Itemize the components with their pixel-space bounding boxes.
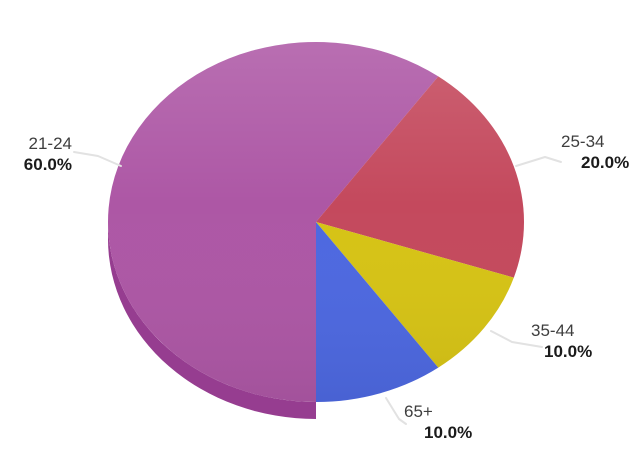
slice-category-label: 21-24: [28, 134, 72, 153]
leader-line-65+: [385, 397, 407, 425]
slice-callout-25-34: 25-34 20.0%: [561, 131, 629, 173]
slice-percent-label: 60.0%: [23, 155, 72, 174]
slice-category-label: 25-34: [561, 132, 605, 151]
leader-line-25-34: [515, 156, 562, 167]
slice-percent-label: 10.0%: [544, 342, 593, 361]
slice-percent-label: 10.0%: [424, 423, 473, 442]
slice-category-label: 35-44: [531, 321, 575, 340]
leader-line-35-44: [490, 330, 543, 348]
leader-line-21-24: [73, 151, 122, 167]
pie-slice-side-21-24: [108, 222, 316, 419]
slice-percent-label: 20.0%: [581, 153, 630, 172]
slice-callout-65-plus: 65+ 10.0%: [404, 401, 472, 443]
pie-shading-overlay: [108, 42, 524, 402]
slice-callout-35-44: 35-44 10.0%: [531, 320, 592, 362]
slice-category-label: 65+: [404, 402, 433, 421]
slice-callout-21-24: 21-24 60.0%: [24, 133, 72, 175]
